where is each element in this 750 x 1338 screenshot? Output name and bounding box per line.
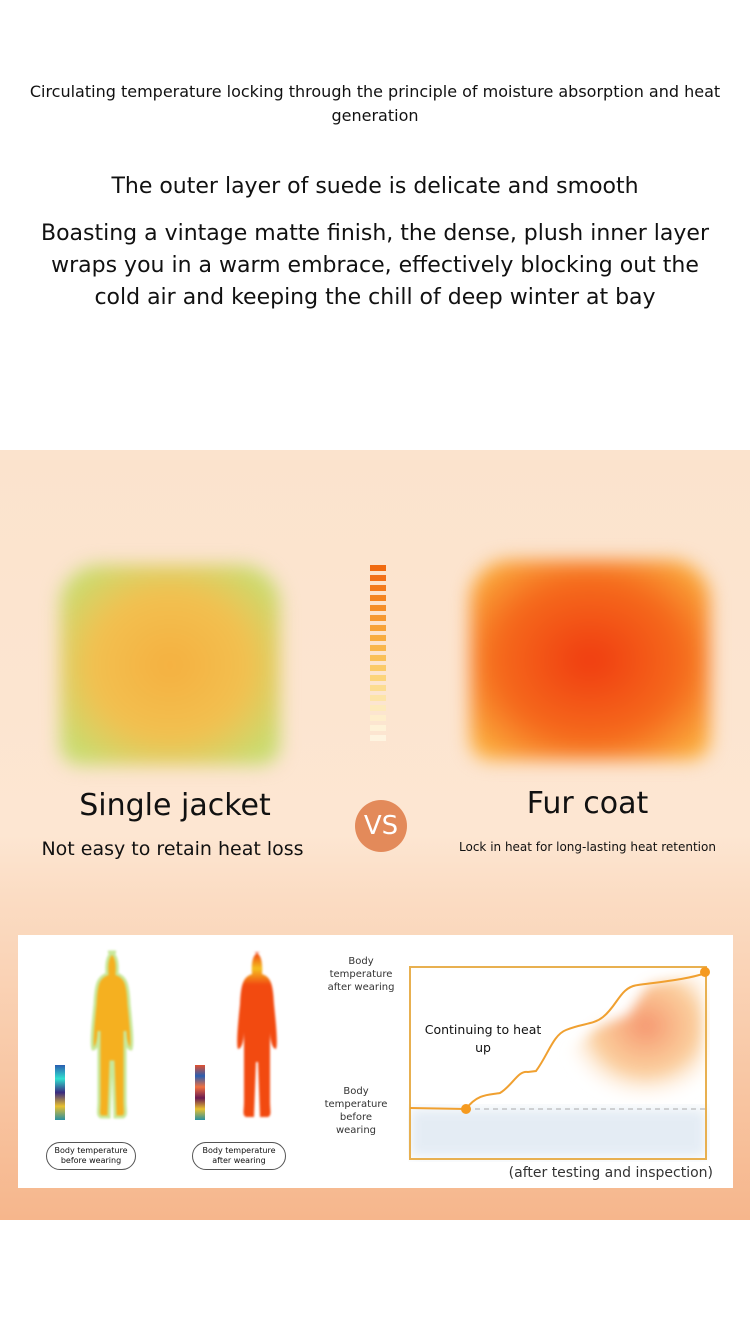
body-after-figure xyxy=(237,952,277,1117)
heat-scale-segment xyxy=(370,585,386,591)
graph-frame xyxy=(409,966,707,1160)
heat-area xyxy=(558,973,704,1105)
heat-scale-segment xyxy=(370,615,386,621)
left-title: Single jacket xyxy=(79,788,271,823)
body-before-figure xyxy=(90,950,134,1119)
y-bottom-label: Body temperature before wearing xyxy=(324,1086,388,1136)
temperature-line xyxy=(409,972,707,1111)
right-subtitle: Lock in heat for long-lasting heat reten… xyxy=(459,840,716,854)
end-point xyxy=(700,967,710,977)
heat-graph xyxy=(409,966,710,1160)
graph-footnote: (after testing and inspection) xyxy=(508,1165,713,1181)
intro-text: Circulating temperature locking through … xyxy=(29,82,721,125)
single-jacket-thermal-image xyxy=(60,565,280,765)
y-top-label: Body temperature after wearing xyxy=(327,956,395,993)
heat-scale-segment xyxy=(370,685,386,691)
heat-scale-segment xyxy=(370,695,386,701)
heat-scale-segment xyxy=(370,595,386,601)
heat-scale-segment xyxy=(370,735,386,741)
heat-scale-segment xyxy=(370,635,386,641)
right-title: Fur coat xyxy=(526,786,649,821)
heat-scale-segment xyxy=(370,655,386,661)
heat-scale-segment xyxy=(370,645,386,651)
heat-scale-segment xyxy=(370,705,386,711)
after-label: Body temperature after wearing xyxy=(192,1142,286,1170)
heat-scale-segment xyxy=(370,625,386,631)
fur-coat-thermal-image xyxy=(470,560,710,760)
vs-badge: VS xyxy=(355,800,407,852)
heat-scale-segment xyxy=(370,565,386,571)
headline: The outer layer of suede is delicate and… xyxy=(111,174,639,199)
before-label: Body temperature before wearing xyxy=(46,1142,136,1170)
heat-scale-segment xyxy=(370,575,386,581)
body-text: Boasting a vintage matte finish, the den… xyxy=(41,221,709,310)
heat-scale-segment xyxy=(370,605,386,611)
color-scale-before xyxy=(55,1065,65,1120)
left-subtitle: Not easy to retain heat loss xyxy=(41,838,304,860)
heat-scale-segment xyxy=(370,715,386,721)
graph-annotation: Continuing to heat up xyxy=(424,1022,542,1055)
cold-area xyxy=(410,1109,706,1157)
thermal-card: Body temperature before wearing Body tem… xyxy=(18,935,733,1188)
heat-scale-segment xyxy=(370,675,386,681)
heat-scale-segment xyxy=(370,665,386,671)
heat-scale xyxy=(370,565,386,745)
color-scale-after xyxy=(195,1065,205,1120)
start-point xyxy=(461,1104,471,1114)
heat-scale-segment xyxy=(370,725,386,731)
